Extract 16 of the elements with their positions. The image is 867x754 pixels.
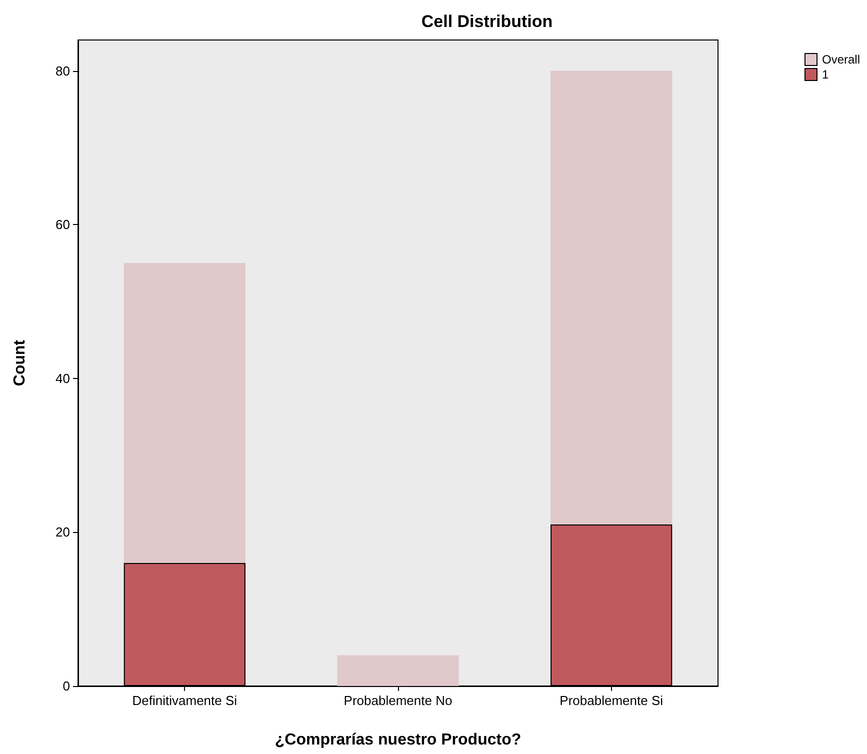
x-tick-label: Definitivamente Si [132, 693, 238, 708]
y-tick-label: 80 [56, 63, 70, 78]
y-tick-label: 0 [62, 678, 70, 694]
bar [550, 70, 672, 524]
x-tick-label: Probablemente No [344, 693, 452, 708]
legend-label: Overall [822, 52, 860, 66]
bar [124, 263, 246, 563]
y-tick-label: 40 [56, 370, 70, 386]
y-tick-label: 60 [56, 217, 70, 232]
y-axis-title: Count [12, 339, 28, 386]
chart-title: Cell Distribution [421, 12, 553, 31]
y-tick-label: 20 [56, 524, 70, 540]
x-tick-label: Probablemente Si [560, 693, 664, 708]
legend-label: 1 [822, 68, 829, 82]
x-axis-title: ¿Comprarías nuestro Producto? [274, 732, 522, 748]
bar [337, 655, 459, 686]
